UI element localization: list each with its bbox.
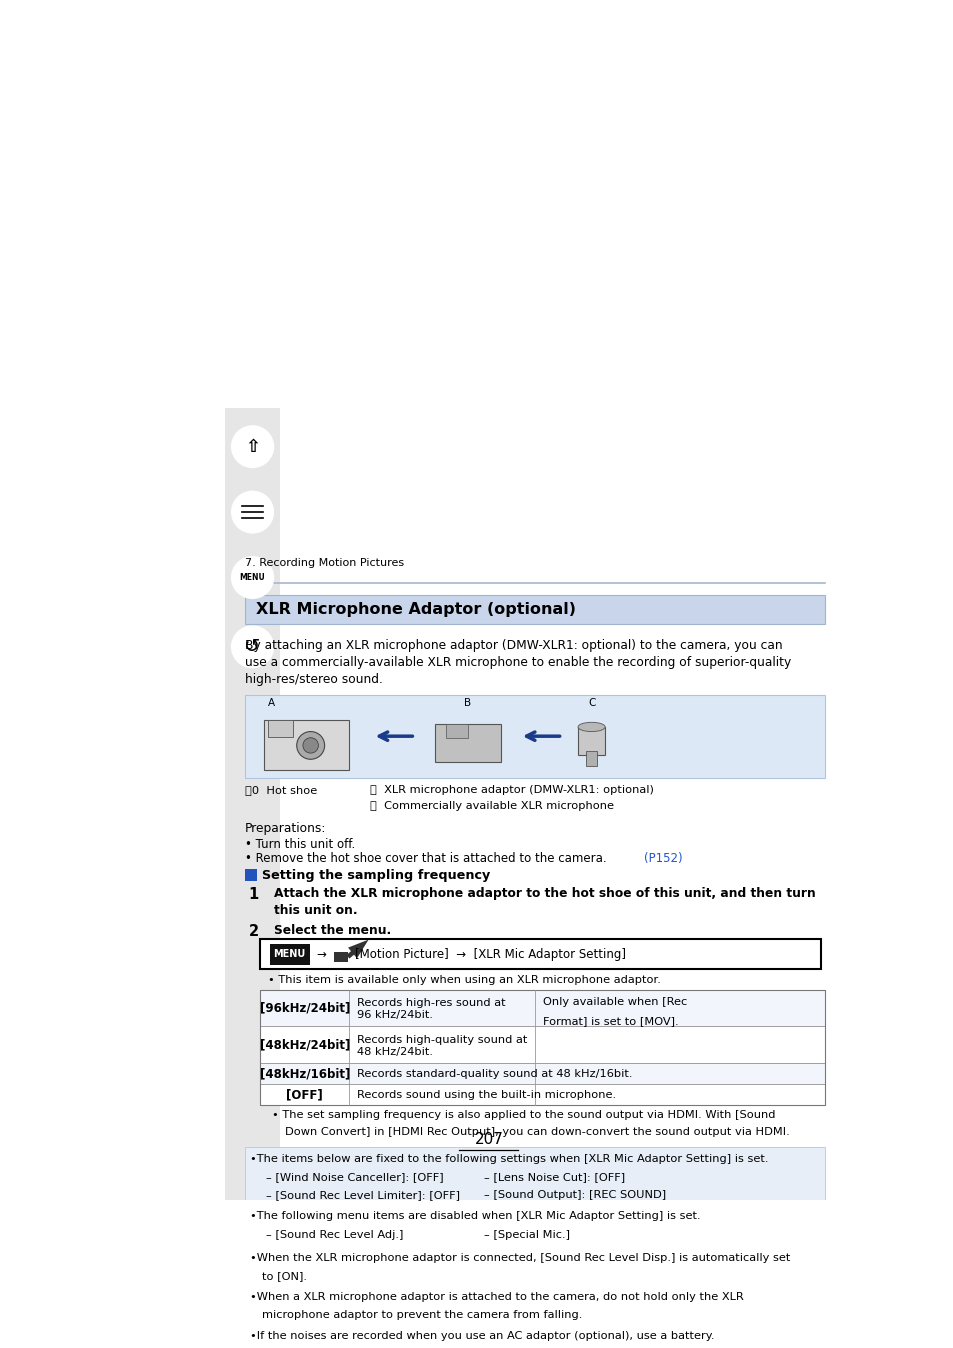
Text: (P152): (P152) bbox=[643, 852, 681, 864]
Text: – [Lens Noise Cut]: [OFF]: – [Lens Noise Cut]: [OFF] bbox=[483, 1173, 624, 1182]
Text: ⇧: ⇧ bbox=[245, 438, 260, 456]
Text: 48 kHz/24bit.: 48 kHz/24bit. bbox=[356, 1047, 433, 1057]
Circle shape bbox=[232, 625, 274, 667]
Text: • Turn this unit off.: • Turn this unit off. bbox=[245, 838, 355, 851]
Text: •When the XLR microphone adaptor is connected, [Sound Rec Level Disp.] is automa: •When the XLR microphone adaptor is conn… bbox=[250, 1254, 790, 1263]
Text: →: → bbox=[315, 948, 326, 961]
Text: • The set sampling frequency is also applied to the sound output via HDMI. With : • The set sampling frequency is also app… bbox=[272, 1109, 775, 1120]
Text: By attaching an XLR microphone adaptor (DMW-XLR1: optional) to the camera, you c: By attaching an XLR microphone adaptor (… bbox=[245, 639, 781, 652]
Bar bbox=[260, 1026, 823, 1064]
Bar bbox=[435, 724, 500, 763]
Text: 1: 1 bbox=[249, 887, 258, 902]
Text: Records sound using the built-in microphone.: Records sound using the built-in microph… bbox=[356, 1089, 616, 1100]
Circle shape bbox=[232, 491, 274, 532]
Bar bbox=[334, 952, 348, 961]
Text: – [Sound Rec Level Adj.]: – [Sound Rec Level Adj.] bbox=[266, 1229, 403, 1240]
Text: •The following menu items are disabled when [XLR Mic Adaptor Setting] is set.: •The following menu items are disabled w… bbox=[250, 1211, 700, 1221]
Circle shape bbox=[232, 557, 274, 599]
Bar bbox=[260, 1064, 823, 1084]
Text: Records high-res sound at: Records high-res sound at bbox=[356, 998, 505, 1008]
Text: • Remove the hot shoe cover that is attached to the camera.: • Remove the hot shoe cover that is atta… bbox=[245, 852, 610, 864]
Bar bbox=[270, 944, 310, 965]
Text: C: C bbox=[587, 698, 595, 709]
Text: Down Convert] in [HDMI Rec Output], you can down-convert the sound output via HD: Down Convert] in [HDMI Rec Output], you … bbox=[285, 1127, 789, 1136]
Text: •When a XLR microphone adaptor is attached to the camera, do not hold only the X: •When a XLR microphone adaptor is attach… bbox=[250, 1293, 743, 1302]
Bar bbox=[245, 694, 823, 778]
Text: Setting the sampling frequency: Setting the sampling frequency bbox=[261, 868, 490, 882]
Text: – [Special Mic.]: – [Special Mic.] bbox=[483, 1229, 569, 1240]
Text: 7. Recording Motion Pictures: 7. Recording Motion Pictures bbox=[245, 558, 403, 568]
Text: ↺: ↺ bbox=[244, 638, 260, 656]
Text: MENU: MENU bbox=[239, 573, 265, 582]
Ellipse shape bbox=[578, 723, 604, 732]
Text: – [Sound Rec Level Limiter]: [OFF]: – [Sound Rec Level Limiter]: [OFF] bbox=[266, 1190, 460, 1200]
Bar bbox=[260, 1084, 823, 1105]
Text: [48kHz/16bit]: [48kHz/16bit] bbox=[259, 1068, 350, 1080]
Text: 2: 2 bbox=[249, 925, 258, 940]
Text: •The items below are fixed to the following settings when [XLR Mic Adaptor Setti: •The items below are fixed to the follow… bbox=[250, 1154, 768, 1163]
Text: MENU: MENU bbox=[274, 949, 306, 958]
Text: ⑂  Commercially available XLR microphone: ⑂ Commercially available XLR microphone bbox=[370, 801, 614, 811]
Bar bbox=[260, 989, 823, 1105]
Bar bbox=[585, 751, 597, 766]
Bar bbox=[264, 720, 349, 770]
Text: high-res/stereo sound.: high-res/stereo sound. bbox=[245, 673, 382, 686]
Bar bbox=[446, 724, 468, 737]
Bar bbox=[268, 720, 293, 737]
FancyArrow shape bbox=[346, 940, 368, 958]
Text: [Motion Picture]  →  [XLR Mic Adaptor Setting]: [Motion Picture] → [XLR Mic Adaptor Sett… bbox=[355, 948, 625, 961]
Text: Only available when [Rec: Only available when [Rec bbox=[542, 998, 687, 1007]
Circle shape bbox=[296, 732, 324, 759]
Text: ⑁  XLR microphone adaptor (DMW-XLR1: optional): ⑁ XLR microphone adaptor (DMW-XLR1: opti… bbox=[370, 786, 654, 795]
Text: XLR Microphone Adaptor (optional): XLR Microphone Adaptor (optional) bbox=[256, 601, 576, 616]
Text: this unit on.: this unit on. bbox=[274, 905, 357, 917]
Text: Select the menu.: Select the menu. bbox=[274, 925, 391, 937]
Text: ⑀0  Hot shoe: ⑀0 Hot shoe bbox=[245, 786, 316, 795]
Text: – [Sound Output]: [REC SOUND]: – [Sound Output]: [REC SOUND] bbox=[483, 1190, 665, 1200]
Text: A: A bbox=[268, 698, 275, 709]
Text: use a commercially-available XLR microphone to enable the recording of superior-: use a commercially-available XLR microph… bbox=[245, 656, 790, 669]
Text: [96kHz/24bit]: [96kHz/24bit] bbox=[259, 1002, 350, 1015]
Text: Preparations:: Preparations: bbox=[245, 822, 326, 836]
Text: Attach the XLR microphone adaptor to the hot shoe of this unit, and then turn: Attach the XLR microphone adaptor to the… bbox=[274, 887, 815, 900]
Text: Records high-quality sound at: Records high-quality sound at bbox=[356, 1035, 527, 1045]
Circle shape bbox=[303, 737, 318, 754]
Bar bbox=[245, 868, 256, 880]
Bar bbox=[578, 727, 604, 755]
Text: Records standard-quality sound at 48 kHz/16bit.: Records standard-quality sound at 48 kHz… bbox=[356, 1069, 632, 1078]
Text: [OFF]: [OFF] bbox=[286, 1088, 323, 1101]
Bar bbox=[245, 594, 823, 624]
Text: [48kHz/24bit]: [48kHz/24bit] bbox=[259, 1038, 350, 1051]
Text: 96 kHz/24bit.: 96 kHz/24bit. bbox=[356, 1010, 433, 1020]
Text: 207: 207 bbox=[474, 1132, 503, 1147]
Text: B: B bbox=[463, 698, 471, 709]
Bar bbox=[245, 1147, 823, 1348]
Text: • This item is available only when using an XLR microphone adaptor.: • This item is available only when using… bbox=[268, 975, 660, 985]
Text: microphone adaptor to prevent the camera from falling.: microphone adaptor to prevent the camera… bbox=[261, 1310, 581, 1320]
Text: to [ON].: to [ON]. bbox=[261, 1271, 307, 1281]
Circle shape bbox=[232, 426, 274, 468]
Bar bbox=[260, 940, 820, 969]
Bar bbox=[260, 989, 823, 1026]
Text: •If the noises are recorded when you use an AC adaptor (optional), use a battery: •If the noises are recorded when you use… bbox=[250, 1332, 714, 1341]
Text: Format] is set to [MOV].: Format] is set to [MOV]. bbox=[542, 1015, 679, 1026]
Text: – [Wind Noise Canceller]: [OFF]: – [Wind Noise Canceller]: [OFF] bbox=[266, 1173, 444, 1182]
Bar bbox=[224, 408, 280, 1200]
